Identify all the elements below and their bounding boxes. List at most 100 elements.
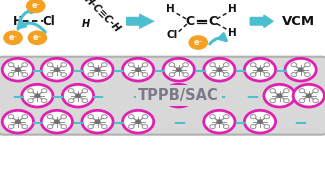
Text: H: H (166, 5, 175, 14)
Text: VCM: VCM (282, 15, 316, 28)
Circle shape (88, 125, 94, 129)
Text: Cl: Cl (167, 30, 178, 40)
Circle shape (291, 63, 297, 67)
Circle shape (258, 68, 262, 71)
Circle shape (101, 73, 107, 77)
Circle shape (264, 125, 270, 129)
Circle shape (250, 63, 256, 67)
Circle shape (176, 94, 181, 97)
Circle shape (270, 89, 276, 93)
Circle shape (250, 73, 256, 77)
Circle shape (68, 89, 74, 93)
Circle shape (210, 125, 215, 129)
Text: −: − (152, 61, 166, 79)
Circle shape (163, 58, 194, 81)
Text: −: − (213, 87, 226, 105)
Circle shape (82, 89, 88, 93)
Circle shape (76, 94, 80, 97)
Circle shape (128, 63, 134, 67)
Circle shape (55, 120, 59, 123)
Text: −: − (50, 87, 64, 105)
Circle shape (223, 63, 229, 67)
Circle shape (16, 68, 20, 71)
Text: −: − (131, 87, 145, 105)
Text: −: − (71, 61, 85, 79)
Circle shape (22, 125, 28, 129)
Circle shape (204, 58, 235, 81)
Circle shape (61, 115, 67, 119)
Circle shape (62, 84, 94, 107)
Circle shape (142, 73, 148, 77)
Text: e⁻: e⁻ (31, 1, 40, 10)
Circle shape (128, 125, 134, 129)
Text: H: H (228, 5, 237, 14)
Circle shape (27, 0, 45, 12)
Text: H: H (82, 19, 90, 29)
Circle shape (47, 73, 53, 77)
Text: −: − (31, 61, 44, 79)
Circle shape (4, 31, 22, 44)
Circle shape (298, 68, 303, 71)
Circle shape (270, 99, 276, 103)
Circle shape (313, 89, 318, 93)
Text: −: − (71, 113, 85, 131)
Circle shape (88, 73, 94, 77)
Text: −: − (172, 113, 186, 131)
Text: −: − (245, 87, 259, 105)
Circle shape (47, 63, 53, 67)
Circle shape (82, 110, 113, 133)
Circle shape (293, 84, 324, 107)
Text: −: − (91, 87, 104, 105)
Circle shape (95, 68, 100, 71)
Circle shape (204, 110, 235, 133)
Circle shape (128, 115, 134, 119)
Circle shape (142, 125, 148, 129)
Text: −: − (193, 61, 207, 79)
Text: e⁻: e⁻ (8, 33, 18, 42)
Circle shape (82, 99, 88, 103)
FancyArrow shape (127, 15, 150, 27)
Text: C: C (186, 15, 195, 28)
Circle shape (16, 120, 20, 123)
Circle shape (61, 73, 67, 77)
Circle shape (305, 63, 310, 67)
Circle shape (123, 58, 154, 81)
Text: H-C≡C-H: H-C≡C-H (83, 0, 123, 34)
Circle shape (47, 115, 53, 119)
Circle shape (299, 89, 305, 93)
Circle shape (128, 73, 134, 77)
Circle shape (123, 110, 154, 133)
Circle shape (142, 115, 148, 119)
Circle shape (169, 63, 175, 67)
Circle shape (283, 89, 289, 93)
Circle shape (8, 73, 14, 77)
Text: C: C (208, 15, 217, 28)
Circle shape (217, 68, 222, 71)
Circle shape (299, 99, 305, 103)
Circle shape (283, 99, 289, 103)
Text: −: − (274, 61, 288, 79)
Circle shape (223, 73, 229, 77)
Circle shape (55, 68, 59, 71)
Text: −: − (234, 61, 247, 79)
Circle shape (61, 125, 67, 129)
Circle shape (169, 89, 175, 93)
Circle shape (22, 73, 28, 77)
Circle shape (264, 63, 270, 67)
Circle shape (189, 36, 207, 49)
Circle shape (35, 94, 40, 97)
Circle shape (169, 99, 175, 103)
Circle shape (88, 63, 94, 67)
Circle shape (183, 73, 188, 77)
Circle shape (101, 125, 107, 129)
Circle shape (68, 99, 74, 103)
Circle shape (183, 63, 188, 67)
Text: −: − (31, 113, 44, 131)
Circle shape (41, 99, 47, 103)
Circle shape (28, 89, 33, 93)
Circle shape (264, 115, 270, 119)
Circle shape (313, 99, 318, 103)
Circle shape (277, 94, 282, 97)
Circle shape (264, 73, 270, 77)
Circle shape (250, 115, 256, 119)
